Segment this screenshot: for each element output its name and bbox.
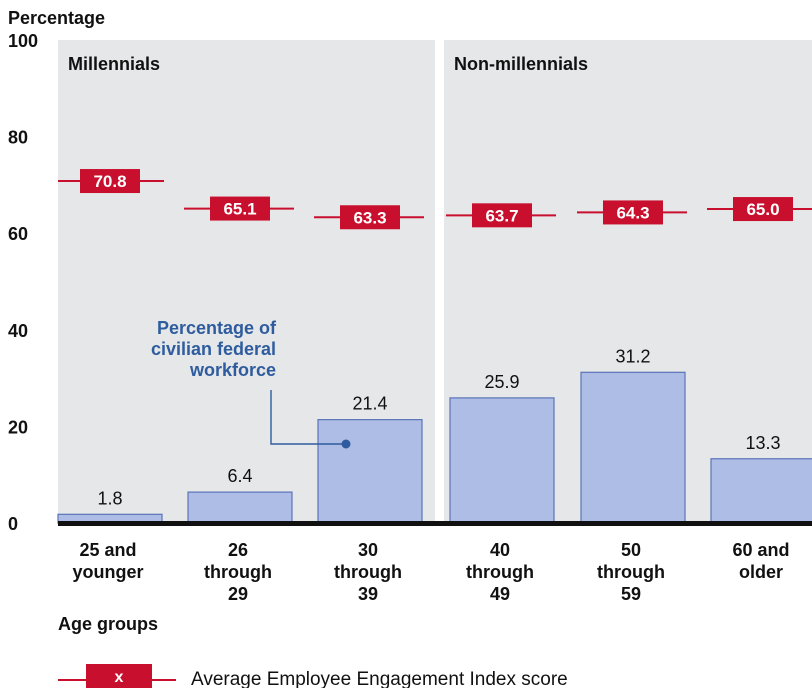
- x-tick-label: younger: [72, 562, 143, 582]
- marker-box: [472, 203, 532, 228]
- marker-box: [603, 200, 663, 225]
- marker-value-label: 64.3: [616, 203, 649, 222]
- y-tick-label: 60: [8, 224, 28, 244]
- x-tick-label: 40: [490, 540, 510, 560]
- group-label: Millennials: [68, 54, 160, 74]
- y-tick-label: 100: [8, 31, 38, 51]
- x-tick-label: 50: [621, 540, 641, 560]
- marker-value-label: 70.8: [93, 172, 126, 191]
- marker-box: [733, 197, 793, 222]
- x-tick-label: 39: [358, 584, 378, 604]
- y-axis-label: Percentage: [8, 8, 105, 28]
- x-tick-label: through: [466, 562, 534, 582]
- y-tick-label: 0: [8, 514, 18, 534]
- annotation-dot: [341, 439, 351, 449]
- x-tick-label: 26: [228, 540, 248, 560]
- annotation-text: Percentage of: [157, 318, 277, 338]
- bar: [580, 371, 686, 524]
- x-axis-line: [58, 521, 812, 526]
- y-tick-label: 40: [8, 321, 28, 341]
- x-tick-label: 25 and: [79, 540, 136, 560]
- x-axis-label: Age groups: [58, 614, 158, 634]
- x-tick-label: 49: [490, 584, 510, 604]
- legend-label: Average Employee Engagement Index score: [191, 669, 568, 688]
- x-tick-label: through: [334, 562, 402, 582]
- bar-value-label: 21.4: [352, 394, 387, 414]
- marker-box: [80, 169, 140, 194]
- x-tick-label: 60 and: [732, 540, 789, 560]
- bar: [187, 491, 293, 524]
- marker-box: [340, 205, 400, 230]
- bar: [317, 419, 423, 524]
- group-label: Non-millennials: [454, 54, 588, 74]
- annotation-leader: [270, 390, 346, 445]
- bar-value-label: 25.9: [484, 372, 519, 392]
- bar-value-label: 6.4: [227, 466, 252, 486]
- bar-value-label: 1.8: [97, 488, 122, 508]
- y-tick-label: 20: [8, 417, 28, 437]
- x-tick-label: through: [204, 562, 272, 582]
- x-tick-label: 30: [358, 540, 378, 560]
- x-tick-label: through: [597, 562, 665, 582]
- marker-value-label: 63.3: [353, 208, 386, 227]
- marker-box: [210, 196, 270, 221]
- legend-marker-text: x: [115, 669, 124, 686]
- annotation-text: workforce: [189, 360, 276, 380]
- bar: [710, 458, 812, 524]
- bar-value-label: 13.3: [745, 433, 780, 453]
- x-tick-label: 29: [228, 584, 248, 604]
- y-tick-label: 80: [8, 128, 28, 148]
- x-tick-label: 59: [621, 584, 641, 604]
- bar: [449, 397, 555, 524]
- marker-value-label: 65.0: [746, 200, 779, 219]
- legend-marker-box: [86, 664, 152, 688]
- marker-value-label: 63.7: [485, 206, 518, 225]
- bar-value-label: 31.2: [615, 346, 650, 366]
- x-tick-label: older: [739, 562, 783, 582]
- marker-value-label: 65.1: [223, 200, 256, 219]
- annotation-text: civilian federal: [151, 339, 276, 359]
